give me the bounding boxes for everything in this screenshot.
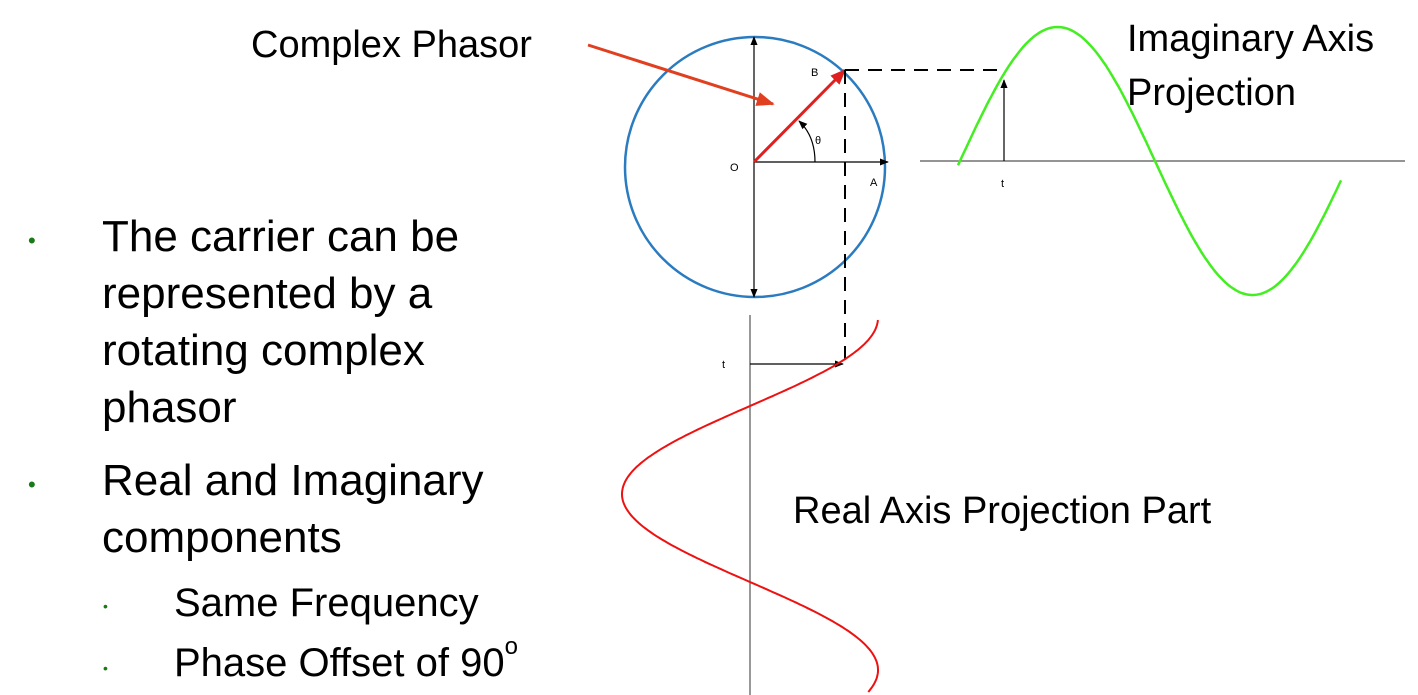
bullet-text-components: Real and Imaginary components: [102, 452, 484, 566]
sub-bullet-phase-offset: Phase Offset of 90o: [174, 635, 518, 688]
real-projection-label: Real Axis Projection Part: [793, 490, 1212, 532]
sub-bullet-marker: •: [103, 598, 108, 614]
label-o: O: [730, 162, 739, 174]
sub-bullet-frequency: Same Frequency: [174, 581, 479, 625]
degree-superscript: o: [504, 633, 518, 660]
imaginary-projection-line1: Imaginary Axis: [1127, 18, 1375, 60]
complex-phasor-pointer-arrow: [587, 43, 775, 106]
bullet-line: Real and Imaginary: [102, 456, 484, 505]
phasor-vector: [752, 68, 847, 164]
bullet-marker: •: [28, 228, 36, 253]
bullet-marker: •: [28, 472, 36, 497]
real-cosine-wave: [621, 319, 879, 693]
label-t-imag: t: [1001, 178, 1004, 190]
theta-arc: [798, 120, 816, 163]
phase-offset-text: Phase Offset of 90: [174, 641, 505, 685]
bullet-line: phasor: [102, 383, 237, 432]
imaginary-sine-wave: [956, 25, 1343, 297]
bullet-text-carrier: The carrier can be represented by a rota…: [102, 208, 459, 436]
label-b: B: [811, 67, 818, 79]
label-theta: θ: [815, 135, 821, 147]
bullet-line: rotating complex: [102, 326, 425, 375]
sub-bullet-marker: •: [103, 660, 108, 676]
imaginary-projection-line2: Projection: [1127, 72, 1296, 114]
bullet-list: • The carrier can be represented by a ro…: [0, 0, 600, 695]
bullet-line: components: [102, 513, 342, 562]
bullet-line: represented by a: [102, 269, 433, 318]
complex-phasor-label: Complex Phasor: [251, 24, 532, 66]
label-a: A: [870, 177, 878, 189]
label-t-real: t: [722, 359, 725, 371]
bullet-line: The carrier can be: [102, 212, 460, 261]
imaginary-projection-label: Imaginary Axis Projection: [1127, 12, 1415, 120]
